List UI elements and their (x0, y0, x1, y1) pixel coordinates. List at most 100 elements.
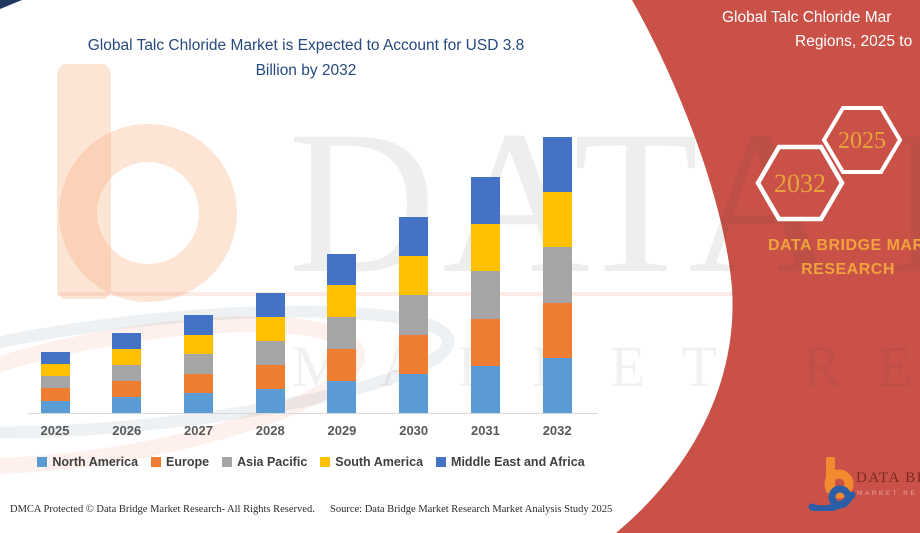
segment-south-america (255, 317, 285, 341)
legend-label: North America (52, 455, 139, 469)
x-label-2032: 2032 (542, 423, 572, 438)
segment-asia-pacific (40, 376, 70, 389)
x-label-2026: 2026 (112, 423, 142, 438)
segment-europe (542, 302, 572, 358)
panel-heading-line2: Regions, 2025 to (795, 33, 913, 50)
legend-item-south-america: South America (320, 455, 423, 469)
segment-middle-east-and-africa (112, 333, 142, 349)
x-label-2025: 2025 (40, 423, 70, 438)
segment-middle-east-and-africa (327, 253, 357, 286)
chart-title: Global Talc Chloride Market is Expected … (0, 33, 612, 83)
bar-2028 (255, 293, 285, 413)
legend-marker (151, 457, 162, 467)
bar-2029 (327, 253, 357, 413)
segment-north-america (470, 365, 500, 413)
segment-south-america (399, 256, 429, 296)
legend-label: Asia Pacific (237, 455, 308, 469)
bar-2026 (112, 333, 142, 413)
segment-middle-east-and-africa (255, 293, 285, 317)
bar-2031 (470, 177, 500, 413)
segment-europe (40, 388, 70, 401)
segment-north-america (399, 373, 429, 413)
corner-accent-triangle (0, 0, 22, 9)
segment-asia-pacific (183, 354, 213, 374)
watermark-b-bowl (59, 124, 237, 302)
segment-north-america (255, 389, 285, 413)
x-axis-labels: 2025 2026 2027 2028 2029 2030 2031 2032 (28, 423, 598, 443)
legend-marker (436, 457, 447, 467)
segment-middle-east-and-africa (40, 351, 70, 364)
segment-asia-pacific (470, 271, 500, 319)
hexagon-2032-label: 2032 (774, 169, 826, 198)
data-bridge-logo-icon (808, 457, 856, 511)
segment-south-america (112, 349, 142, 365)
x-label-2027: 2027 (184, 423, 213, 438)
panel-heading-line1: Global Talc Chloride Mar (722, 9, 892, 26)
legend-item-europe: Europe (151, 455, 209, 469)
segment-north-america (327, 381, 357, 413)
segment-north-america (183, 393, 213, 413)
segment-europe (399, 334, 429, 374)
legend-marker (222, 457, 233, 467)
x-label-2029: 2029 (327, 423, 357, 438)
watermark-swoosh-gray (0, 305, 455, 439)
bar-2027 (183, 315, 213, 413)
hexagon-2025-shape (821, 106, 903, 174)
segment-south-america (542, 192, 572, 248)
segment-asia-pacific (255, 341, 285, 365)
segment-north-america (542, 357, 572, 413)
bar-2030 (399, 217, 429, 413)
segment-asia-pacific (399, 295, 429, 335)
footer-source-text: Source: Data Bridge Market Research Mark… (330, 504, 613, 515)
segment-north-america (40, 400, 70, 413)
chart-title-line1: Global Talc Chloride Market is Expected … (87, 37, 525, 54)
hexagon-2025: 2025 (821, 106, 903, 174)
panel-brand-line1: DATA BRIDGE MARK (768, 237, 920, 254)
logo-d-swoosh (808, 491, 856, 511)
legend-label: Middle East and Africa (451, 455, 585, 469)
segment-south-america (183, 334, 213, 355)
segment-europe (183, 373, 213, 394)
legend-item-asia-pacific: Asia Pacific (222, 455, 307, 469)
segment-middle-east-and-africa (183, 315, 213, 335)
segment-asia-pacific (327, 317, 357, 350)
segment-north-america (112, 397, 142, 413)
legend-label: South America (335, 455, 424, 469)
hexagon-2025-label: 2025 (838, 128, 886, 154)
bar-2032 (542, 137, 572, 413)
segment-middle-east-and-africa (542, 137, 572, 193)
segment-south-america (470, 224, 500, 272)
chart-legend: North America Europe Asia Pacific South Ame… (5, 455, 617, 469)
segment-asia-pacific (112, 365, 142, 381)
legend-item-middle-east-and-africa: Middle East and Africa (436, 455, 585, 469)
x-label-2030: 2030 (399, 423, 429, 438)
logo-wordmark: DATA BR (856, 470, 920, 486)
segment-south-america (327, 285, 357, 318)
segment-middle-east-and-africa (399, 217, 429, 257)
segment-south-america (40, 363, 70, 377)
hexagon-2032: 2032 (755, 144, 845, 222)
x-label-2028: 2028 (255, 423, 285, 438)
chart-title-line2: Billion by 2032 (255, 62, 357, 79)
plot-area (28, 90, 598, 414)
legend-marker (320, 457, 331, 467)
watermark-b-stem (57, 64, 111, 299)
footer-dmca-text: DMCA Protected © Data Bridge Market Rese… (10, 504, 315, 515)
legend-label: Europe (166, 455, 210, 469)
panel-brand-line2: RESEARCH (801, 261, 895, 278)
logo-wordmark-subtext: MARKET RE (857, 490, 918, 497)
segment-middle-east-and-africa (470, 177, 500, 225)
segment-europe (255, 365, 285, 389)
segment-asia-pacific (542, 247, 572, 303)
segment-europe (112, 381, 142, 397)
bar-2025 (40, 351, 70, 413)
legend-item-north-america: North America (37, 455, 138, 469)
segment-europe (327, 349, 357, 382)
hexagon-2032-shape (755, 144, 845, 222)
segment-europe (470, 318, 500, 366)
logo-b-bowl (824, 469, 854, 499)
legend-marker (37, 457, 48, 467)
x-label-2031: 2031 (470, 423, 500, 438)
